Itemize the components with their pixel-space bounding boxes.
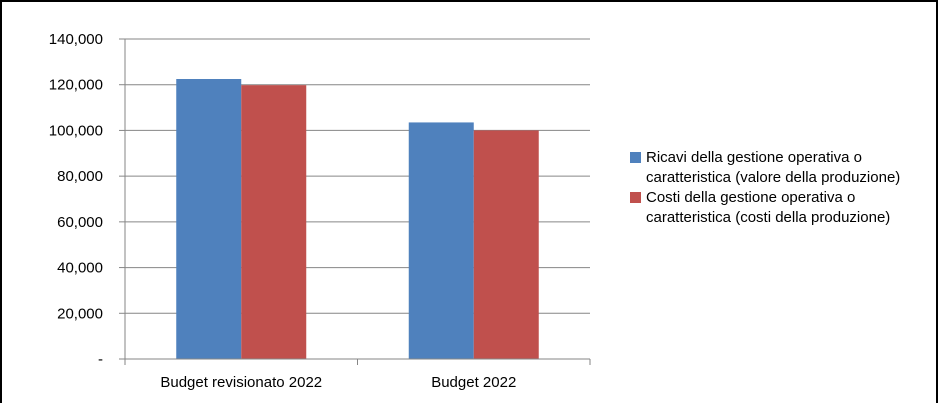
y-tick-label: - (98, 351, 103, 368)
axes (119, 38, 591, 365)
legend-item-ricavi: Ricavi della gestione operativa o caratt… (628, 148, 933, 188)
bar-costi (241, 85, 307, 360)
legend-swatch-costi (630, 192, 641, 203)
legend-label-costi: Costi della gestione operativa o caratte… (646, 189, 891, 226)
x-tick-label: Budget revisionato 2022 (160, 374, 322, 391)
y-tick-label: 120,000 (49, 77, 103, 94)
y-tick-labels: - 20,000 40,000 60,000 80,000 100,000 120,000 1… (49, 31, 103, 368)
y-tick-label: 80,000 (57, 168, 103, 185)
y-tick-label: 20,000 (57, 305, 103, 322)
legend: Ricavi della gestione operativa o caratt… (628, 148, 933, 228)
legend-label-ricavi: Ricavi della gestione operativa o caratt… (646, 149, 901, 186)
y-tick-label: 40,000 (57, 260, 103, 277)
bar-costi (473, 130, 539, 359)
bar-ricavi (176, 79, 242, 359)
y-tick-label: 140,000 (49, 31, 103, 48)
y-tick-label: 100,000 (49, 122, 103, 139)
legend-swatch-ricavi (630, 152, 641, 163)
bars (176, 79, 539, 360)
y-tick-label: 60,000 (57, 214, 103, 231)
x-tick-label: Budget 2022 (431, 374, 516, 391)
x-tick-labels: Budget revisionato 2022 Budget 2022 (160, 374, 516, 391)
legend-item-costi: Costi della gestione operativa o caratte… (628, 188, 933, 228)
bar-ricavi (408, 122, 474, 359)
